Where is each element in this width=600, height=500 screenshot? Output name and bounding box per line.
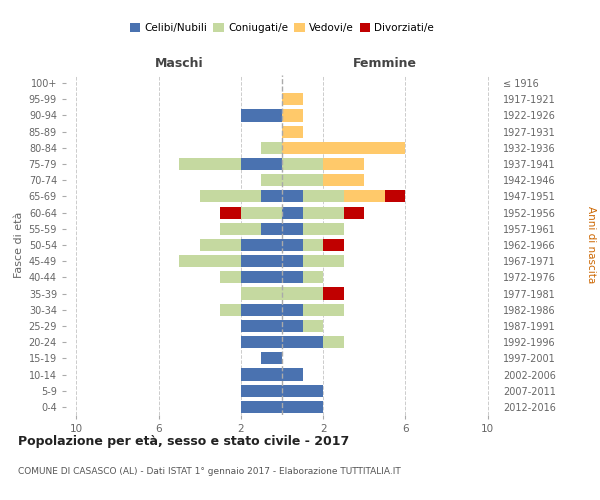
Bar <box>241 255 282 268</box>
Bar <box>241 401 282 413</box>
Bar <box>282 336 323 348</box>
Bar <box>323 239 344 251</box>
Bar <box>323 288 344 300</box>
Bar <box>220 222 262 235</box>
Bar <box>220 272 241 283</box>
Bar <box>282 222 302 235</box>
Bar <box>385 190 406 202</box>
Text: COMUNE DI CASASCO (AL) - Dati ISTAT 1° gennaio 2017 - Elaborazione TUTTITALIA.IT: COMUNE DI CASASCO (AL) - Dati ISTAT 1° g… <box>18 468 401 476</box>
Bar <box>282 110 302 122</box>
Bar <box>282 190 302 202</box>
Bar <box>282 288 323 300</box>
Bar <box>241 239 282 251</box>
Bar <box>179 255 241 268</box>
Bar <box>344 206 364 218</box>
Bar <box>282 368 302 380</box>
Bar <box>282 255 302 268</box>
Bar <box>302 272 323 283</box>
Bar <box>262 190 282 202</box>
Bar <box>241 288 282 300</box>
Bar <box>282 320 302 332</box>
Y-axis label: Fasce di età: Fasce di età <box>14 212 25 278</box>
Bar <box>241 320 282 332</box>
Bar <box>241 272 282 283</box>
Bar <box>344 190 385 202</box>
Bar <box>302 206 344 218</box>
Bar <box>241 110 282 122</box>
Bar <box>179 158 241 170</box>
Bar <box>302 222 344 235</box>
Bar <box>262 142 282 154</box>
Bar <box>323 158 364 170</box>
Bar <box>262 352 282 364</box>
Bar <box>282 304 302 316</box>
Bar <box>220 206 241 218</box>
Bar <box>302 320 323 332</box>
Bar <box>282 126 302 138</box>
Bar <box>241 384 282 397</box>
Bar <box>200 239 241 251</box>
Bar <box>241 304 282 316</box>
Text: Femmine: Femmine <box>353 57 417 70</box>
Bar <box>323 174 364 186</box>
Bar <box>262 174 282 186</box>
Bar <box>282 142 406 154</box>
Bar <box>282 93 302 106</box>
Text: Anni di nascita: Anni di nascita <box>586 206 596 284</box>
Bar <box>302 190 344 202</box>
Bar <box>323 336 344 348</box>
Bar <box>302 304 344 316</box>
Bar <box>282 158 323 170</box>
Bar <box>241 336 282 348</box>
Bar <box>282 174 323 186</box>
Bar <box>282 206 302 218</box>
Bar <box>241 206 282 218</box>
Legend: Celibi/Nubili, Coniugati/e, Vedovi/e, Divorziati/e: Celibi/Nubili, Coniugati/e, Vedovi/e, Di… <box>125 19 439 38</box>
Bar <box>200 190 262 202</box>
Bar <box>241 368 282 380</box>
Text: Maschi: Maschi <box>155 57 203 70</box>
Bar <box>241 158 282 170</box>
Bar <box>220 304 241 316</box>
Bar <box>262 222 282 235</box>
Bar <box>302 239 323 251</box>
Bar <box>302 255 344 268</box>
Text: Popolazione per età, sesso e stato civile - 2017: Popolazione per età, sesso e stato civil… <box>18 435 349 448</box>
Bar <box>282 272 302 283</box>
Bar <box>282 401 323 413</box>
Bar <box>282 384 323 397</box>
Bar <box>282 239 302 251</box>
